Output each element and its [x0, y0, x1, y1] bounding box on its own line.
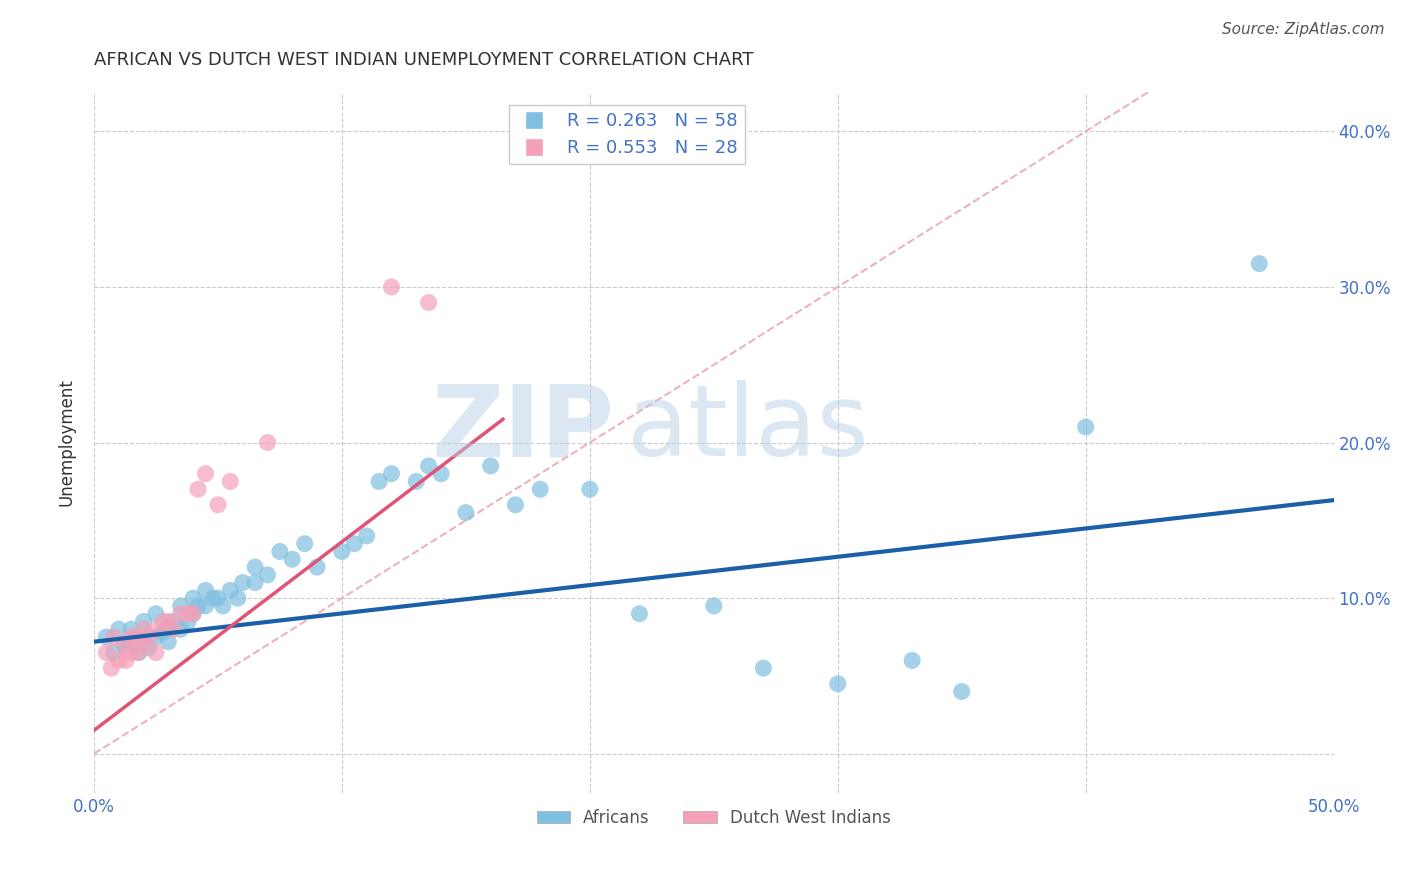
- Point: [212, 599, 235, 613]
- Point: [125, 630, 148, 644]
- Point: [177, 607, 200, 621]
- Point: [207, 498, 229, 512]
- Point: [96, 646, 118, 660]
- Point: [120, 638, 142, 652]
- Point: [529, 482, 551, 496]
- Point: [112, 638, 135, 652]
- Point: [145, 630, 167, 644]
- Point: [330, 544, 353, 558]
- Point: [343, 537, 366, 551]
- Point: [356, 529, 378, 543]
- Point: [628, 607, 651, 621]
- Point: [138, 630, 160, 644]
- Point: [405, 475, 427, 489]
- Point: [181, 607, 204, 621]
- Point: [107, 622, 129, 636]
- Point: [243, 560, 266, 574]
- Point: [157, 634, 180, 648]
- Y-axis label: Unemployment: Unemployment: [58, 378, 75, 507]
- Point: [256, 435, 278, 450]
- Point: [207, 591, 229, 606]
- Point: [132, 615, 155, 629]
- Point: [430, 467, 453, 481]
- Point: [132, 622, 155, 636]
- Point: [1074, 420, 1097, 434]
- Point: [194, 583, 217, 598]
- Point: [243, 575, 266, 590]
- Point: [269, 544, 291, 558]
- Point: [115, 653, 138, 667]
- Point: [194, 467, 217, 481]
- Point: [145, 646, 167, 660]
- Point: [827, 677, 849, 691]
- Point: [103, 646, 125, 660]
- Point: [226, 591, 249, 606]
- Point: [177, 615, 200, 629]
- Point: [256, 567, 278, 582]
- Point: [132, 630, 155, 644]
- Point: [752, 661, 775, 675]
- Point: [162, 615, 184, 629]
- Point: [187, 482, 209, 496]
- Point: [578, 482, 600, 496]
- Point: [505, 498, 527, 512]
- Point: [170, 622, 193, 636]
- Point: [170, 607, 193, 621]
- Point: [157, 615, 180, 629]
- Point: [128, 646, 150, 660]
- Point: [107, 653, 129, 667]
- Point: [219, 583, 242, 598]
- Point: [157, 619, 180, 633]
- Point: [128, 646, 150, 660]
- Point: [181, 607, 204, 621]
- Point: [138, 640, 160, 655]
- Text: ZIP: ZIP: [432, 380, 614, 477]
- Point: [703, 599, 725, 613]
- Legend: Africans, Dutch West Indians: Africans, Dutch West Indians: [530, 802, 897, 833]
- Point: [152, 625, 174, 640]
- Point: [96, 630, 118, 644]
- Point: [103, 630, 125, 644]
- Point: [479, 458, 502, 473]
- Point: [145, 622, 167, 636]
- Point: [281, 552, 304, 566]
- Point: [201, 591, 224, 606]
- Text: Source: ZipAtlas.com: Source: ZipAtlas.com: [1222, 22, 1385, 37]
- Point: [132, 638, 155, 652]
- Point: [232, 575, 254, 590]
- Point: [418, 458, 440, 473]
- Point: [120, 646, 142, 660]
- Point: [294, 537, 316, 551]
- Point: [145, 607, 167, 621]
- Point: [454, 506, 477, 520]
- Point: [418, 295, 440, 310]
- Point: [152, 615, 174, 629]
- Point: [162, 622, 184, 636]
- Point: [1249, 257, 1271, 271]
- Point: [380, 280, 402, 294]
- Point: [307, 560, 329, 574]
- Point: [194, 599, 217, 613]
- Text: AFRICAN VS DUTCH WEST INDIAN UNEMPLOYMENT CORRELATION CHART: AFRICAN VS DUTCH WEST INDIAN UNEMPLOYMEN…: [94, 51, 754, 69]
- Point: [219, 475, 242, 489]
- Point: [901, 653, 924, 667]
- Point: [950, 684, 973, 698]
- Point: [181, 591, 204, 606]
- Point: [170, 599, 193, 613]
- Point: [380, 467, 402, 481]
- Text: atlas: atlas: [627, 380, 869, 477]
- Point: [120, 622, 142, 636]
- Point: [120, 630, 142, 644]
- Point: [187, 599, 209, 613]
- Point: [112, 638, 135, 652]
- Point: [100, 661, 122, 675]
- Point: [368, 475, 391, 489]
